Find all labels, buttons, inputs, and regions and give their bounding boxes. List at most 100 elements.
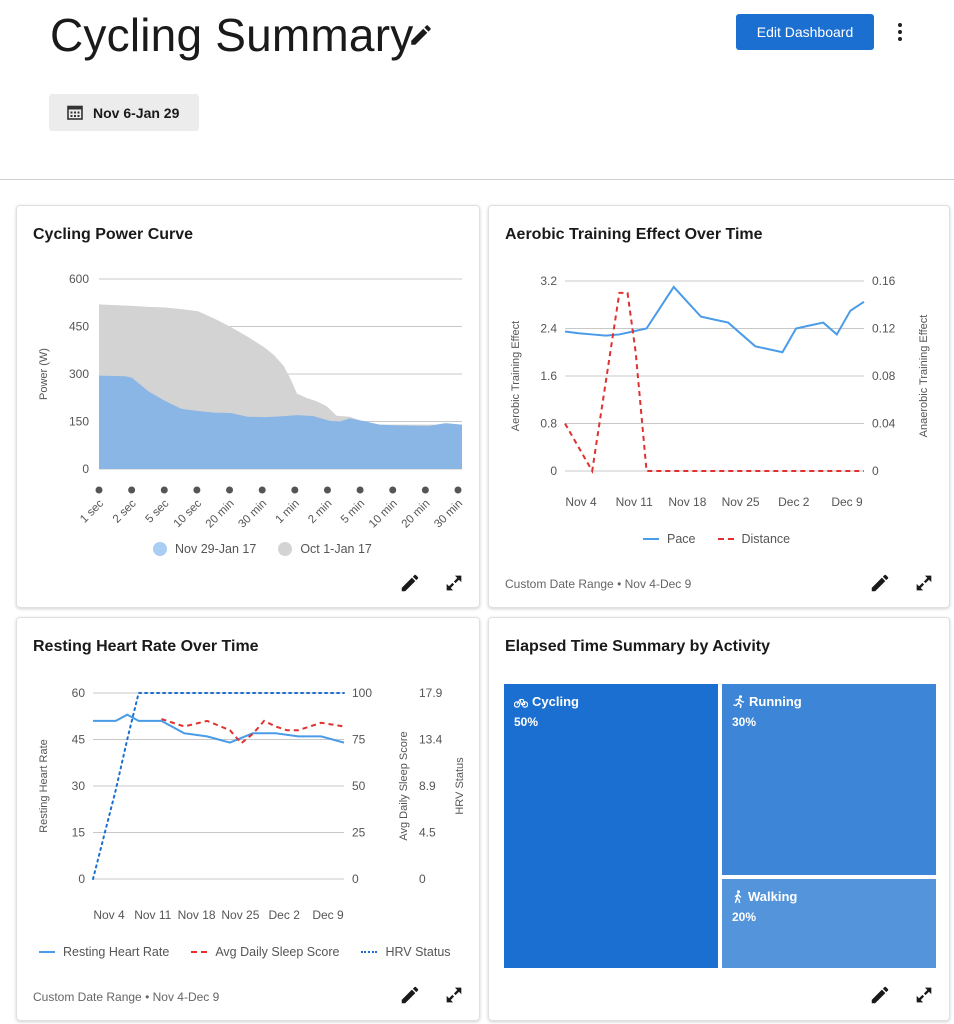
footer-range: Nov 4-Dec 9 [152, 990, 220, 1004]
legend-label: Avg Daily Sleep Score [215, 945, 340, 959]
x-tick-label: Nov 25 [722, 495, 760, 509]
y-axis-label: Power (W) [38, 348, 50, 400]
legend-item[interactable]: Pace [643, 532, 696, 546]
edit-dashboard-button[interactable]: Edit Dashboard [736, 14, 874, 50]
x-tick-label: Dec 2 [778, 495, 810, 509]
treemap-tile-walking[interactable]: Walking 20% [722, 879, 936, 968]
x-tick-label: Dec 9 [831, 495, 863, 509]
y3-tick-label: 17.9 [419, 686, 443, 700]
y-tick-label: 30 [72, 779, 86, 793]
bike-icon [514, 698, 528, 708]
legend-swatch [278, 542, 293, 556]
x-tick-label: Nov 11 [134, 908, 171, 922]
y-axis-label: Resting Heart Rate [38, 739, 50, 833]
legend-swatch [643, 538, 659, 540]
footer-range: Nov 4-Dec 9 [624, 577, 692, 591]
x-tick-label: 2 min [306, 498, 334, 526]
y-tick-label: 0 [78, 872, 85, 886]
x-tick-label: Nov 4 [565, 495, 597, 509]
expand-icon[interactable] [913, 984, 935, 1006]
y2-tick-label: 75 [352, 733, 366, 747]
y3-tick-label: 8.9 [419, 779, 436, 793]
legend-item[interactable]: Resting Heart Rate [39, 945, 169, 959]
date-range-picker[interactable]: Nov 6-Jan 29 [49, 94, 199, 131]
expand-icon[interactable] [443, 572, 465, 594]
y3-tick-label: 13.4 [419, 733, 443, 747]
power-curve-card: Cycling Power Curve 0 150 300 450 600 Power (… [16, 205, 480, 608]
x-tick-label: 30 min [432, 498, 465, 531]
y3-tick-label: 4.5 [419, 826, 436, 840]
x-tick-label: 5 sec [143, 497, 171, 525]
card-footer: Custom Date Range • Nov 4-Dec 9 [33, 990, 220, 1004]
x-tick-dot [421, 486, 429, 494]
walk-icon [734, 890, 742, 903]
x-tick-label: Dec 2 [269, 908, 301, 922]
resting-heart-rate-card: Resting Heart Rate Over Time 0 0 0 15 25 4.5 3… [16, 617, 480, 1021]
y-tick-label: 3.2 [540, 274, 557, 288]
legend-item[interactable]: Distance [717, 532, 791, 546]
y-axis-label: Aerobic Training Effect [510, 321, 522, 431]
date-range-label: Nov 6-Jan 29 [93, 104, 180, 121]
y-tick-label: 0 [550, 464, 557, 478]
footer-label: Custom Date Range [505, 577, 614, 591]
legend-item[interactable]: Oct 1-Jan 17 [278, 542, 372, 556]
y2-tick-label: 100 [352, 686, 372, 700]
header-divider [0, 179, 954, 180]
y-tick-label: 45 [72, 733, 86, 747]
legend-swatch [39, 951, 55, 953]
tile-percent: 30% [732, 715, 757, 729]
x-tick-label: 30 min [236, 498, 269, 531]
x-tick-label: 20 min [400, 498, 433, 531]
y-tick-label: 150 [69, 415, 89, 429]
y2-axis-label: Anaerobic Training Effect [918, 315, 930, 438]
pencil-icon[interactable] [869, 984, 891, 1006]
y2-tick-label: 0 [352, 872, 359, 886]
x-tick-label: Nov 18 [178, 908, 216, 922]
legend-item[interactable]: Nov 29-Jan 17 [153, 542, 256, 556]
tile-label: Cycling [532, 694, 579, 709]
y-tick-label: 600 [69, 272, 89, 286]
series-line-avg-daily-sleep-score [161, 718, 345, 745]
treemap-tile-cycling[interactable]: Cycling 50% [504, 684, 718, 968]
series-line-resting-heart-rate [93, 713, 345, 744]
x-tick-label: 1 sec [78, 497, 106, 525]
y-tick-label: 15 [72, 826, 86, 840]
run-icon [733, 695, 745, 708]
x-tick-dot [95, 486, 103, 494]
tile-label: Running [749, 694, 802, 709]
y-tick-label: 300 [69, 367, 89, 381]
y-tick-label: 0.8 [540, 417, 557, 431]
y2-axis-label: Avg Daily Sleep Score [398, 731, 410, 840]
aerobic-training-card: Aerobic Training Effect Over Time 0 0 0.8 0… [488, 205, 950, 608]
expand-icon[interactable] [443, 984, 465, 1006]
pencil-icon[interactable] [869, 572, 891, 594]
x-tick-label: Nov 18 [668, 495, 706, 509]
x-tick-label: 10 min [367, 498, 400, 531]
legend-label: Oct 1-Jan 17 [300, 542, 372, 556]
x-tick-dot [128, 486, 136, 494]
legend-label: Pace [667, 532, 696, 546]
y2-tick-label: 0.04 [872, 417, 896, 431]
tile-percent: 20% [732, 910, 757, 924]
y3-tick-label: 0 [419, 872, 426, 886]
expand-icon[interactable] [913, 572, 935, 594]
legend-label: Distance [741, 532, 791, 546]
x-tick-dot [258, 486, 266, 494]
x-tick-label: Dec 9 [312, 908, 344, 922]
legend-swatch [361, 951, 378, 953]
card-footer: Custom Date Range • Nov 4-Dec 9 [505, 577, 692, 591]
pencil-icon[interactable] [408, 22, 434, 48]
legend-item[interactable]: Avg Daily Sleep Score [191, 945, 339, 959]
treemap-tile-running[interactable]: Running 30% [722, 684, 936, 875]
more-options-icon[interactable] [888, 20, 912, 46]
legend-label: HRV Status [385, 945, 451, 959]
y2-tick-label: 0.12 [872, 322, 896, 336]
legend-item[interactable]: HRV Status [361, 945, 451, 959]
x-tick-dot [193, 486, 201, 494]
pencil-icon[interactable] [399, 984, 421, 1006]
pencil-icon[interactable] [399, 572, 421, 594]
y2-tick-label: 0.08 [872, 369, 896, 383]
y2-tick-label: 50 [352, 779, 366, 793]
y3-axis-label: HRV Status [454, 757, 466, 815]
